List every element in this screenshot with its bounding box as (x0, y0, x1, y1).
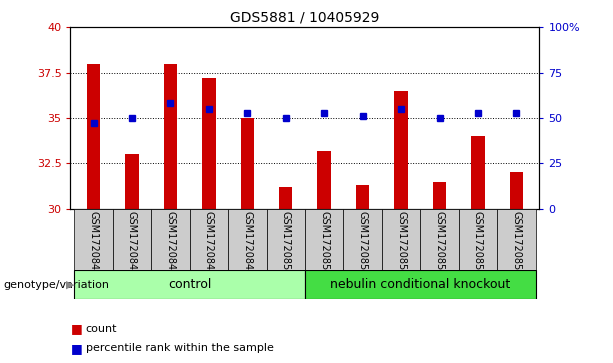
Bar (164, 64, 177, 209)
Bar (74, 209, 113, 270)
Title: GDS5881 / 10405929: GDS5881 / 10405929 (230, 11, 379, 25)
Text: GSM1720847: GSM1720847 (166, 211, 175, 276)
Text: control: control (168, 278, 211, 291)
Text: GSM1720845: GSM1720845 (88, 211, 99, 276)
Bar (74, 270, 305, 299)
Bar (189, 209, 228, 270)
Bar (125, 154, 139, 209)
Bar (459, 209, 497, 270)
Text: GSM1720852: GSM1720852 (357, 211, 368, 276)
Bar (497, 209, 536, 270)
Text: GSM1720848: GSM1720848 (204, 211, 214, 276)
Bar (471, 136, 485, 209)
Bar (151, 209, 189, 270)
Text: GSM1720856: GSM1720856 (511, 211, 522, 276)
Bar (87, 64, 101, 209)
Text: GSM1720853: GSM1720853 (396, 211, 406, 276)
Text: nebulin conditional knockout: nebulin conditional knockout (330, 278, 511, 291)
Bar (240, 118, 254, 209)
Text: ■: ■ (70, 342, 82, 355)
Bar (228, 209, 267, 270)
Text: percentile rank within the sample: percentile rank within the sample (86, 343, 273, 354)
Text: genotype/variation: genotype/variation (3, 280, 109, 290)
Bar (356, 185, 370, 209)
Bar (421, 209, 459, 270)
Text: GSM1720851: GSM1720851 (319, 211, 329, 276)
Bar (318, 151, 331, 209)
Bar (279, 187, 292, 209)
Bar (202, 78, 216, 209)
Bar (433, 182, 446, 209)
Text: GSM1720855: GSM1720855 (473, 211, 483, 276)
Bar (113, 209, 151, 270)
Bar (305, 270, 536, 299)
Text: GSM1720850: GSM1720850 (281, 211, 291, 276)
Text: ■: ■ (70, 322, 82, 335)
Bar (394, 91, 408, 209)
Text: GSM1720849: GSM1720849 (242, 211, 253, 276)
Bar (305, 209, 343, 270)
Bar (267, 209, 305, 270)
Text: GSM1720854: GSM1720854 (435, 211, 444, 276)
Text: ▶: ▶ (66, 280, 74, 290)
Bar (343, 209, 382, 270)
Bar (509, 172, 523, 209)
Text: count: count (86, 323, 117, 334)
Bar (382, 209, 421, 270)
Text: GSM1720846: GSM1720846 (127, 211, 137, 276)
